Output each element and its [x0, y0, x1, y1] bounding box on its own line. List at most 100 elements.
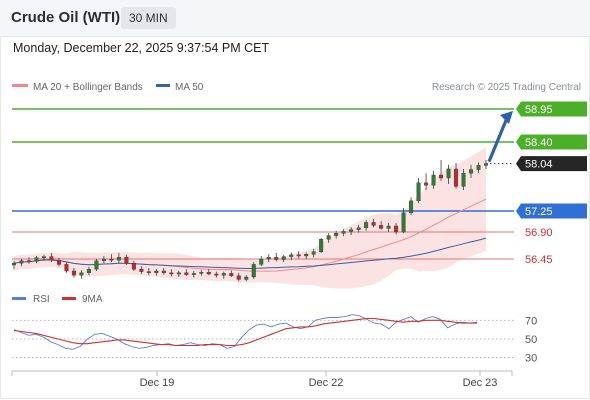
rsi-tick-label: 70 [525, 315, 537, 327]
x-tick-label: Dec 19 [140, 377, 175, 389]
level-label-0: 58.95 [525, 104, 553, 116]
candle-body [109, 258, 114, 261]
candle-body [139, 269, 144, 272]
price-area: 58.95 58.40 58.04 57.25 56.90 56.45 [11, 101, 587, 289]
level-label-4: 56.90 [525, 227, 553, 239]
candle-body [461, 172, 466, 187]
candle-body [424, 182, 429, 186]
candle-body [379, 225, 384, 229]
candle-body [56, 260, 61, 265]
level-label-5: 56.45 [525, 254, 553, 266]
candle-body [79, 272, 84, 276]
forecast-arrow-shaft [487, 117, 509, 163]
candle-body [386, 225, 391, 229]
candle-body [49, 256, 54, 261]
candle-body [124, 257, 129, 264]
rsi-tick-label: 50 [525, 334, 537, 346]
candle-body [259, 258, 264, 265]
candle-body [214, 273, 219, 276]
candle-body [274, 257, 279, 260]
candle-body [26, 260, 31, 262]
candle-body [86, 269, 91, 274]
candle-body [371, 222, 376, 226]
candle-body [229, 273, 234, 276]
rsi-ma-line [13, 317, 477, 347]
ma50-line [13, 237, 487, 270]
candle-body [296, 254, 301, 257]
candle-body [64, 264, 69, 272]
bollinger-band [14, 147, 486, 289]
candle-body [281, 256, 286, 260]
candle-body [454, 168, 459, 187]
timeframe-badge[interactable]: 30 MIN [121, 7, 176, 29]
datetime-label: Monday, December 22, 2025 9:37:54 PM CET [13, 41, 270, 55]
candle-body [431, 174, 436, 186]
candle-body [221, 273, 226, 276]
candle-body [161, 270, 166, 273]
candle-body [484, 163, 489, 166]
legend-ma20-swatch [12, 84, 28, 87]
level-label-2: 58.04 [525, 159, 553, 171]
candle-body [289, 254, 294, 257]
instrument-title: Crude Oil (WTI) [11, 9, 121, 26]
candle-body [41, 256, 46, 259]
candle-body [101, 258, 106, 261]
candle-body [34, 257, 39, 262]
rsi-legend-ma-swatch [62, 297, 76, 300]
level-label-3: 57.25 [525, 206, 553, 218]
candle-body [469, 169, 474, 174]
candle-body [326, 235, 331, 240]
candle-body [176, 272, 181, 275]
rsi-tick-label: 30 [525, 353, 537, 365]
candle-body [356, 227, 361, 230]
candle-body [476, 165, 481, 170]
candle-body [349, 229, 354, 232]
candle-body [409, 200, 414, 214]
credit-label: Research © 2025 Trading Central [432, 82, 581, 93]
legend-ma50-label: MA 50 [175, 82, 204, 93]
level-label-box-0 [516, 101, 587, 117]
candle-body [341, 231, 346, 234]
legend-ma50-swatch [156, 84, 170, 87]
candle-body [199, 272, 204, 274]
candle-body [251, 264, 256, 278]
candle-body [401, 212, 406, 233]
candle-body [266, 257, 271, 260]
legend-ma20-label: MA 20 + Bollinger Bands [33, 82, 143, 93]
candle-body [304, 253, 309, 257]
candle-body [131, 263, 136, 270]
x-axis: Dec 19 Dec 22 Dec 23 [140, 371, 498, 389]
header-bar: Crude Oil (WTI) 30 MIN [0, 0, 590, 37]
candle-body [244, 276, 249, 280]
rsi-legend-ma-label: 9MA [82, 294, 103, 305]
candle-body [446, 168, 451, 179]
candle-body [311, 251, 316, 255]
candle-body [116, 257, 121, 261]
candle-body [364, 222, 369, 228]
level-label-1: 58.40 [525, 137, 553, 149]
x-tick-label: Dec 23 [463, 377, 498, 389]
candle-body [394, 225, 399, 233]
candle-body [416, 182, 421, 202]
candle-body [334, 232, 339, 236]
rsi-legend-rsi-swatch [12, 297, 26, 300]
candle-body [71, 270, 76, 276]
rsi-line [13, 314, 478, 350]
candle-body [191, 273, 196, 275]
candle-body [154, 270, 159, 273]
rsi-legend-rsi-label: RSI [33, 294, 50, 305]
candle-body [319, 238, 324, 252]
candle-body [206, 272, 211, 275]
level-label-box-3 [516, 203, 587, 219]
x-tick-label: Dec 22 [309, 377, 344, 389]
candle-body [19, 260, 24, 264]
candle-body [94, 260, 99, 270]
candle-body [146, 271, 151, 274]
level-label-box-2 [516, 156, 587, 172]
candle-body [184, 272, 189, 275]
forecast-arrow-head [500, 111, 513, 124]
candle-body [169, 272, 174, 275]
candle-body [11, 263, 16, 266]
